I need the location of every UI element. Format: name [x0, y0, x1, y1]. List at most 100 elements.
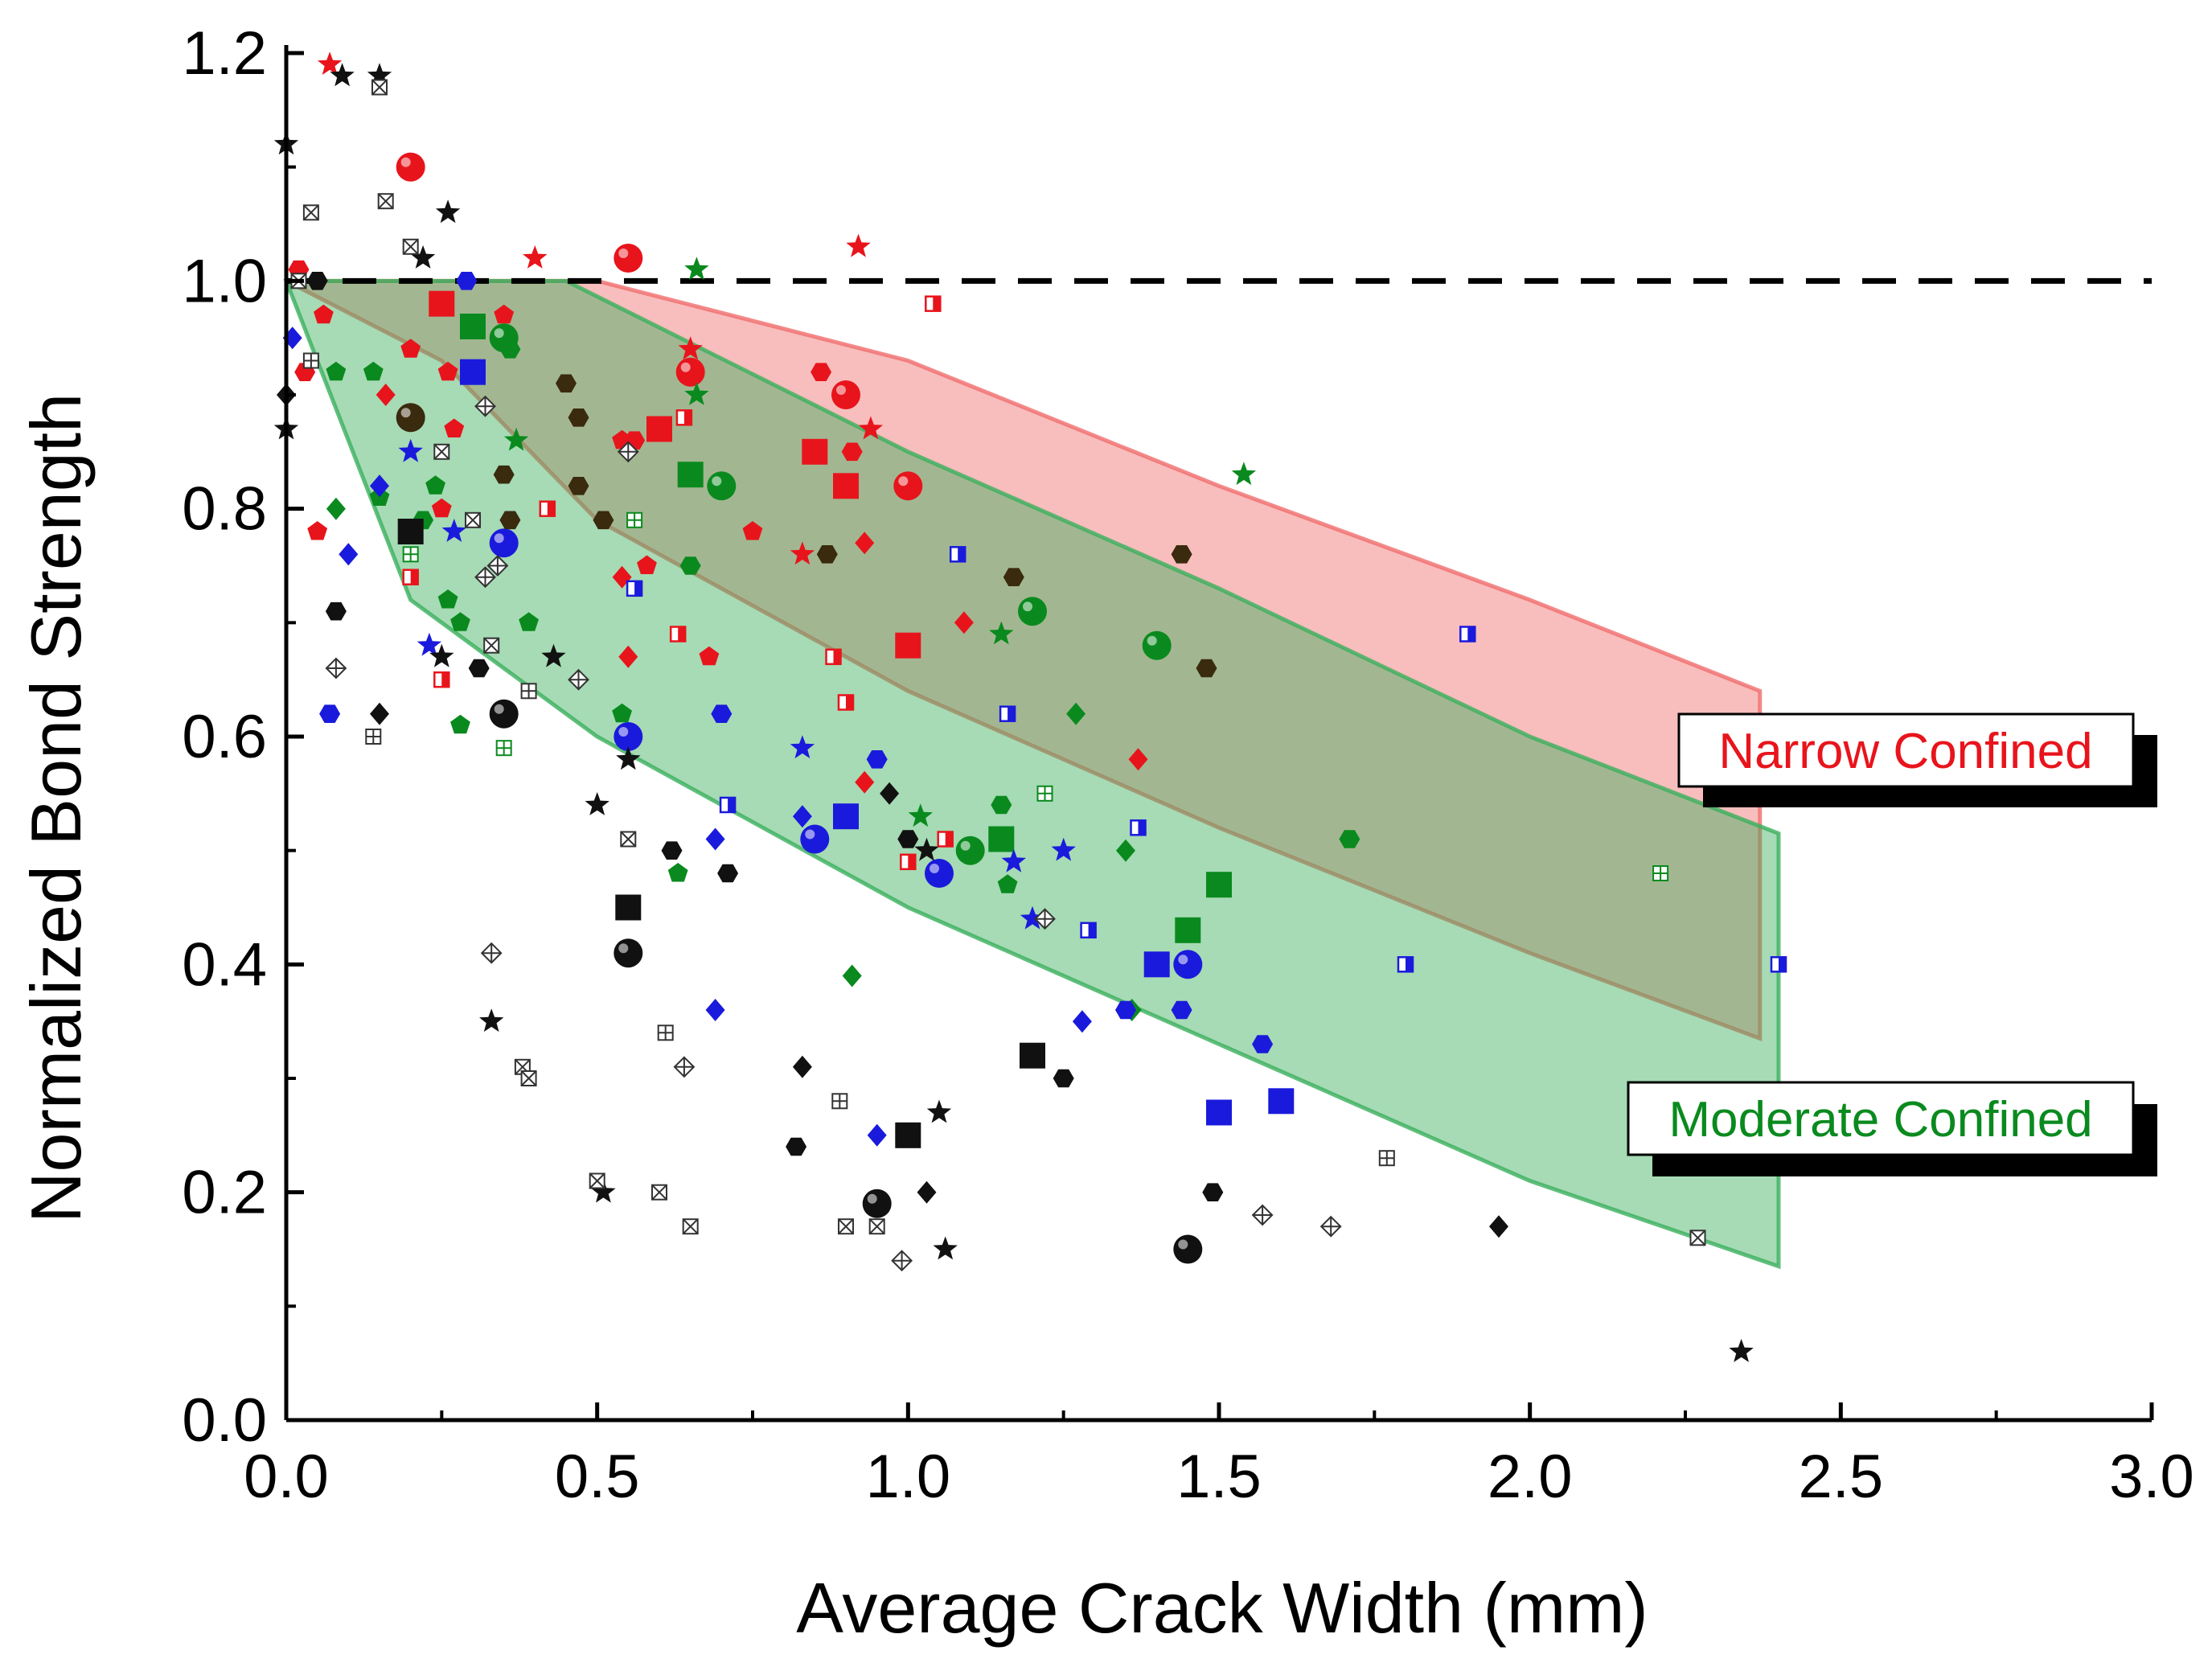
blue-half-point	[626, 580, 643, 597]
open-crossdiamond-point	[486, 555, 509, 577]
red-half-point	[937, 831, 954, 848]
green-pentagon-point	[450, 714, 470, 734]
legend-narrow-confined: Narrow Confined	[1677, 712, 2157, 807]
red-diamond-point	[1128, 748, 1148, 771]
green-diamond-point	[1066, 702, 1086, 725]
star-marker	[479, 1008, 504, 1033]
blue-half-point	[949, 546, 966, 563]
green-star-point	[503, 427, 529, 451]
black-diamond-point	[792, 1055, 812, 1078]
hexagon-marker	[1339, 830, 1360, 848]
black-diamond-point	[370, 702, 389, 725]
sphere-highlight	[494, 533, 504, 544]
blue-diamond-point	[705, 999, 725, 1021]
sphere-marker	[1173, 950, 1203, 979]
red-square-point	[833, 473, 859, 499]
pentagon-marker	[450, 714, 470, 734]
dark-hexagon-point	[568, 409, 589, 427]
sphere-highlight	[1178, 1239, 1188, 1250]
red-half-point	[539, 500, 556, 517]
data-points	[273, 51, 1787, 1362]
green-pentagon-point	[425, 475, 445, 495]
black-star-point	[479, 1008, 504, 1033]
green-square-point	[460, 314, 486, 339]
star-marker	[1020, 905, 1045, 930]
star-marker	[858, 416, 884, 440]
red-star-point	[846, 233, 871, 257]
diamond-marker	[855, 532, 875, 555]
cross-diamond-lines	[326, 659, 346, 678]
red-pentagon-point	[437, 361, 458, 381]
hexagon-marker	[556, 374, 577, 393]
hexagon-marker	[493, 465, 515, 484]
star-marker	[591, 1179, 616, 1203]
grid-box-lines	[1653, 866, 1668, 881]
diamond-marker	[705, 999, 725, 1021]
green-hexagon-point	[1339, 830, 1360, 848]
dark-hexagon-point	[1003, 568, 1024, 586]
half-box-fill	[945, 831, 953, 847]
diamond-marker	[1489, 1215, 1508, 1238]
star-marker	[914, 837, 939, 861]
cross-diamond-lines	[475, 396, 495, 417]
blue-sphere-point	[800, 824, 830, 854]
half-box-fill	[1779, 957, 1786, 972]
green-sphere-point	[1142, 630, 1172, 660]
sphere-highlight	[960, 840, 971, 851]
blue-hexagon-point	[319, 704, 341, 723]
cross-box-lines	[371, 79, 388, 96]
grid-box-lines	[521, 684, 536, 699]
red-hexagon-point	[811, 363, 832, 381]
hexagon-marker	[866, 750, 888, 769]
open-crossbox-point	[651, 1184, 667, 1201]
blue-half-point	[1397, 956, 1414, 973]
half-box-fill	[833, 649, 841, 664]
diamond-marker	[326, 497, 346, 520]
x-tick-label: 3.0	[2109, 1443, 2194, 1511]
pentagon-marker	[307, 521, 328, 540]
grid-box-lines	[403, 547, 418, 562]
blue-hexagon-point	[456, 272, 478, 290]
open-crossbox-point	[483, 637, 500, 654]
star-marker	[933, 1236, 958, 1260]
red-diamond-point	[954, 611, 974, 634]
red-diamond-point	[376, 384, 396, 406]
blue-half-point	[719, 796, 737, 814]
black-hexagon-point	[661, 841, 683, 860]
green-diamond-point	[1116, 839, 1135, 862]
pentagon-marker	[326, 361, 347, 381]
blue-sphere-point	[489, 528, 519, 558]
black-star-point	[1729, 1339, 1754, 1362]
black-star-point	[541, 643, 566, 667]
green-pentagon-point	[326, 361, 347, 381]
diamond-marker	[370, 474, 389, 498]
pentagon-marker	[519, 612, 539, 631]
open-crossbox-point	[433, 443, 450, 460]
star-marker	[684, 257, 709, 281]
blue-sphere-point	[925, 859, 954, 888]
open-crossdiamond-point	[617, 441, 639, 463]
grid-box-lines	[1379, 1151, 1394, 1166]
open-grid-point	[302, 352, 319, 369]
half-box-fill	[1138, 820, 1146, 836]
star-marker	[1001, 848, 1026, 872]
hexagon-marker	[1202, 1183, 1224, 1201]
cross-box-lines	[838, 1218, 854, 1234]
diamond-marker	[880, 782, 900, 805]
grid-box-lines	[1037, 786, 1053, 801]
half-box-fill	[908, 854, 916, 869]
open-crossdiamond-point	[474, 566, 496, 589]
blue-star-point	[441, 519, 466, 542]
red-sphere-point	[614, 244, 643, 273]
sphere-marker	[675, 357, 705, 387]
diamond-marker	[1116, 839, 1135, 862]
blue-star-point	[417, 632, 442, 656]
open-crossbox-point	[465, 511, 481, 528]
pentagon-marker	[699, 646, 720, 666]
blue-hexagon-point	[711, 704, 733, 723]
half-box-fill	[410, 569, 418, 585]
cross-diamond-lines	[1035, 909, 1055, 929]
green-pentagon-point	[450, 612, 470, 631]
pentagon-marker	[997, 874, 1018, 893]
red-square-point	[429, 290, 455, 317]
